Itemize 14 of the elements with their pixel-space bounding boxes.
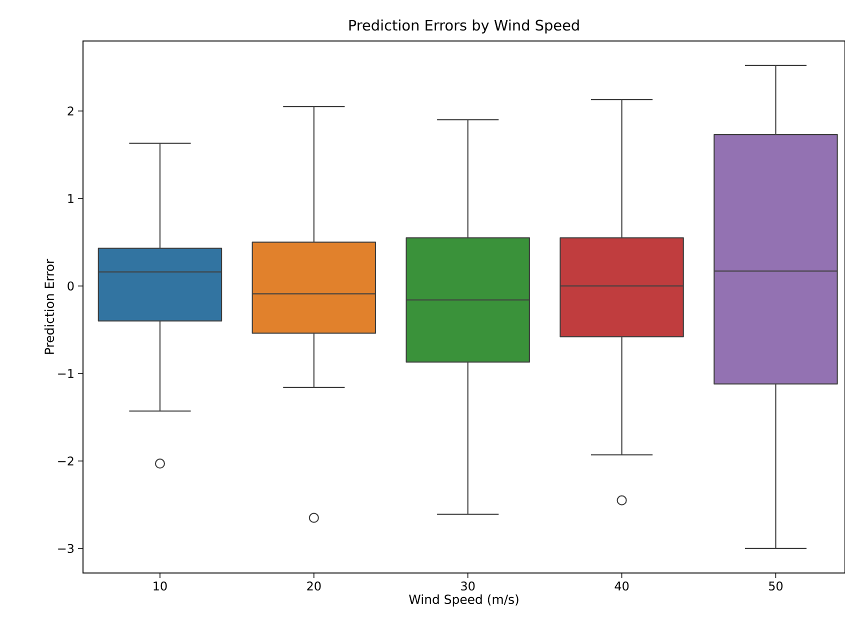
- y-tick-label: 2: [68, 106, 74, 116]
- y-tick-label: −1: [58, 369, 74, 378]
- y-axis-title: Prediction Error: [44, 258, 54, 354]
- chart-title: Prediction Errors by Wind Speed: [349, 19, 579, 34]
- y-tick-label: 0: [68, 281, 74, 291]
- y-tick-label: −2: [58, 456, 74, 466]
- x-tick-label: 40: [614, 582, 629, 591]
- y-tick-label: 1: [68, 194, 74, 203]
- x-tick-label: 20: [307, 582, 321, 591]
- x-tick-label: 10: [154, 582, 167, 591]
- x-tick-label: 30: [461, 582, 475, 591]
- x-axis-title: Wind Speed (m/s): [409, 594, 518, 606]
- x-tick-label: 50: [769, 582, 783, 591]
- y-tick-label: −3: [58, 544, 74, 554]
